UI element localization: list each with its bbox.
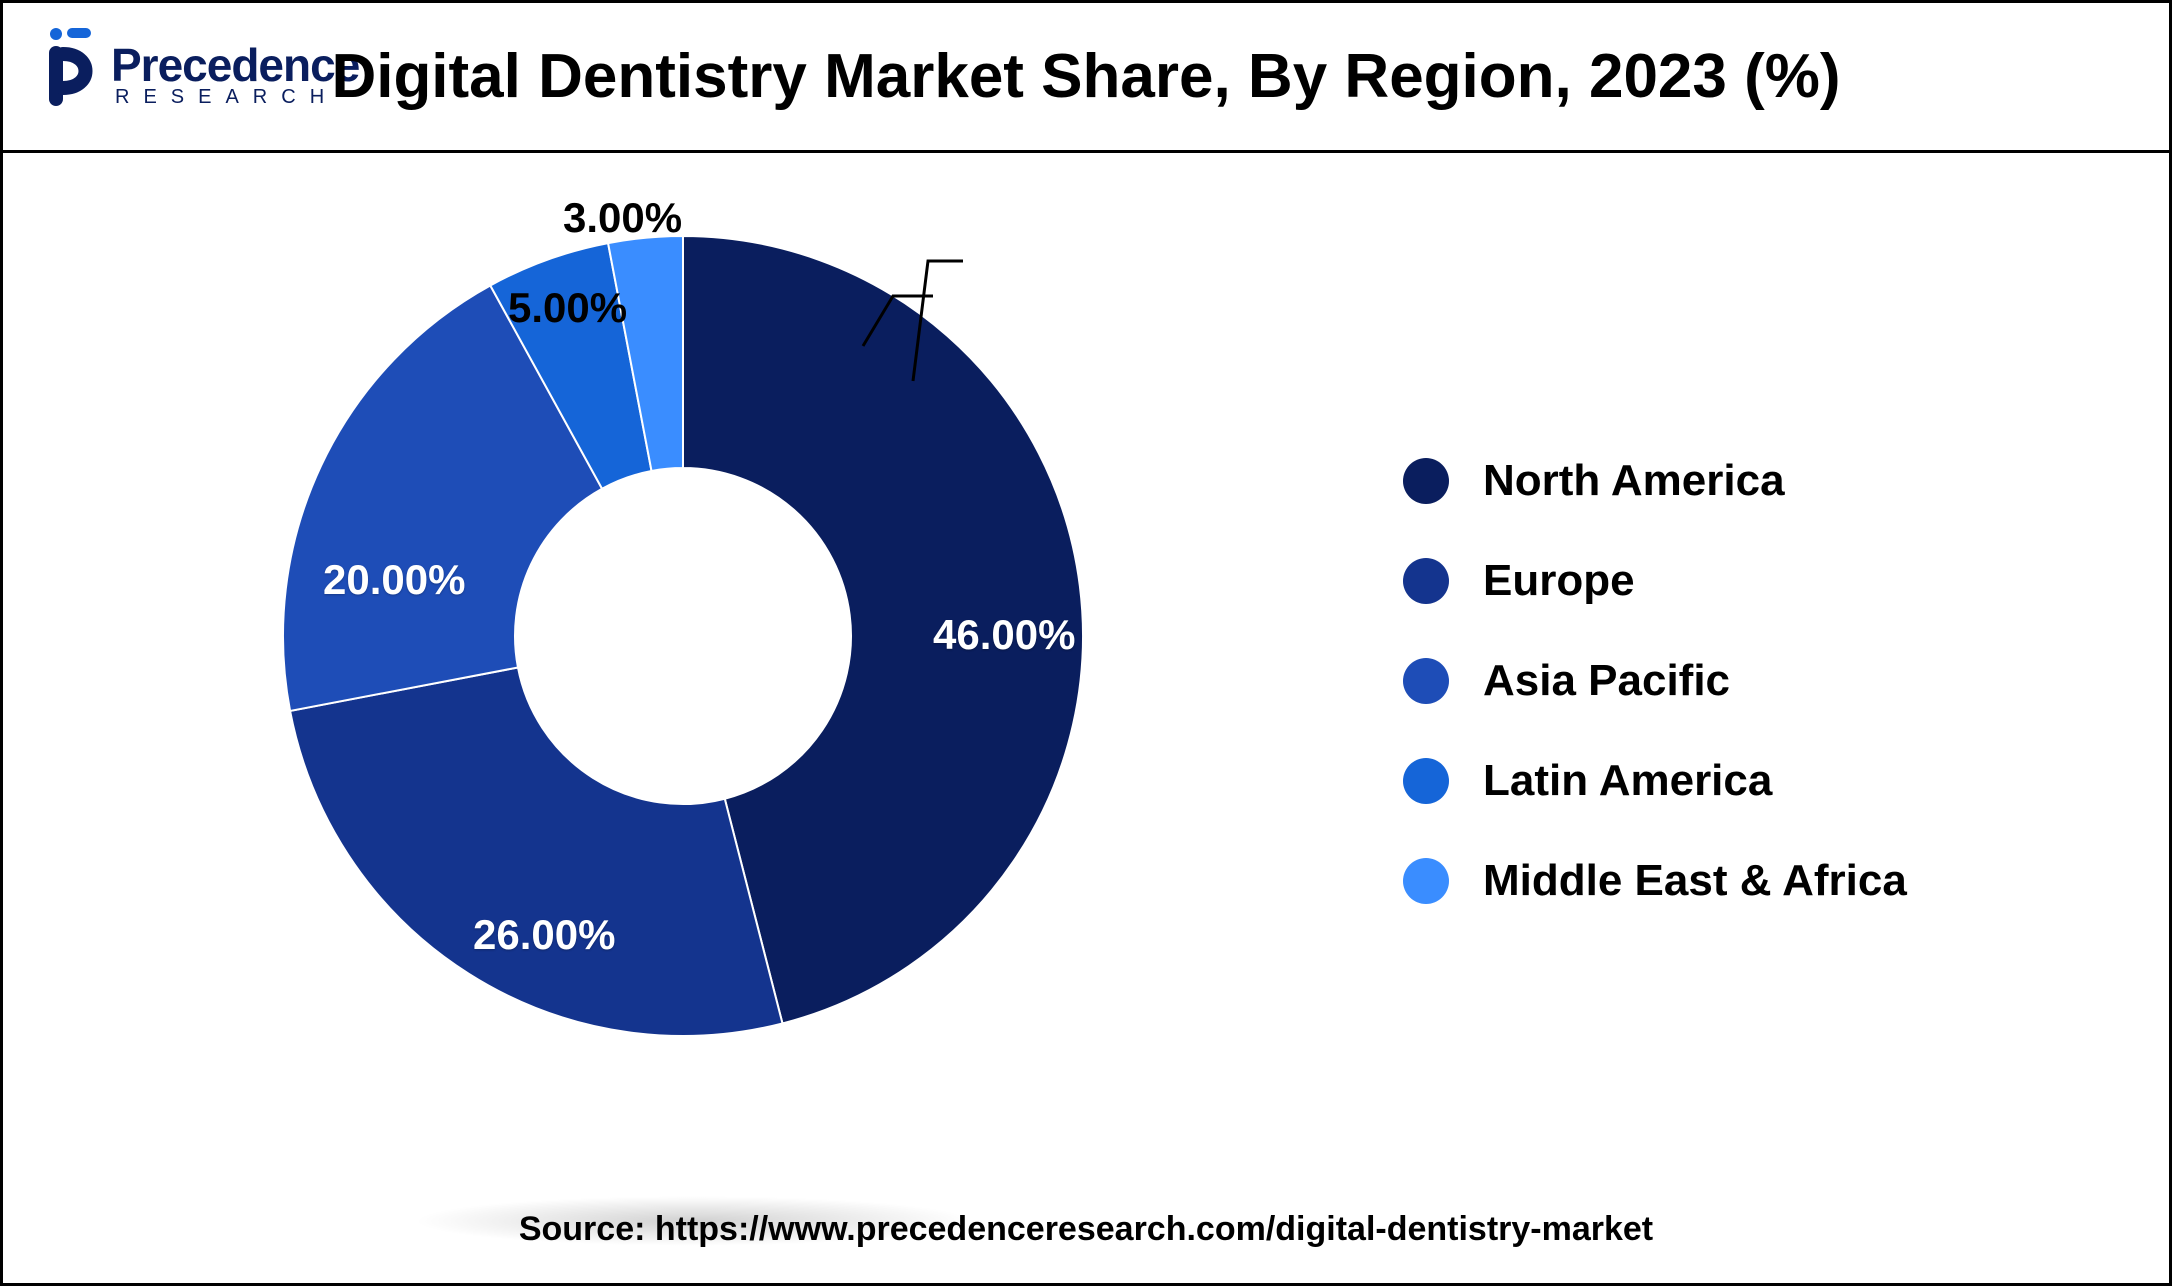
legend-dot-2 bbox=[1403, 658, 1449, 704]
slice-label-1: 26.00% bbox=[473, 911, 615, 959]
legend-dot-1 bbox=[1403, 558, 1449, 604]
legend-label-1: Europe bbox=[1483, 556, 1635, 606]
legend-item-3: Latin America bbox=[1403, 756, 1907, 806]
chart-area: 46.00% 26.00% 20.00% 5.00% 3.00% North A… bbox=[3, 156, 2169, 1283]
donut-chart: 46.00% 26.00% 20.00% 5.00% 3.00% bbox=[273, 226, 1093, 1046]
chart-title: Digital Dentistry Market Share, By Regio… bbox=[3, 41, 2169, 112]
legend-item-1: Europe bbox=[1403, 556, 1907, 606]
legend-item-2: Asia Pacific bbox=[1403, 656, 1907, 706]
legend-dot-0 bbox=[1403, 458, 1449, 504]
legend-dot-4 bbox=[1403, 858, 1449, 904]
source-line: Source: https://www.precedenceresearch.c… bbox=[3, 1210, 2169, 1249]
legend-label-0: North America bbox=[1483, 456, 1785, 506]
legend-label-2: Asia Pacific bbox=[1483, 656, 1730, 706]
slice-label-0: 46.00% bbox=[933, 611, 1075, 659]
legend-item-0: North America bbox=[1403, 456, 1907, 506]
header: Precedence RESEARCH Digital Dentistry Ma… bbox=[3, 3, 2169, 153]
slice-label-3: 5.00% bbox=[508, 284, 627, 332]
legend-dot-3 bbox=[1403, 758, 1449, 804]
legend-item-4: Middle East & Africa bbox=[1403, 856, 1907, 906]
legend-label-4: Middle East & Africa bbox=[1483, 856, 1907, 906]
slice-label-4: 3.00% bbox=[563, 194, 682, 242]
legend-label-3: Latin America bbox=[1483, 756, 1772, 806]
slice-label-2: 20.00% bbox=[323, 556, 465, 604]
chart-card: Precedence RESEARCH Digital Dentistry Ma… bbox=[0, 0, 2172, 1286]
legend: North America Europe Asia Pacific Latin … bbox=[1403, 456, 1907, 906]
